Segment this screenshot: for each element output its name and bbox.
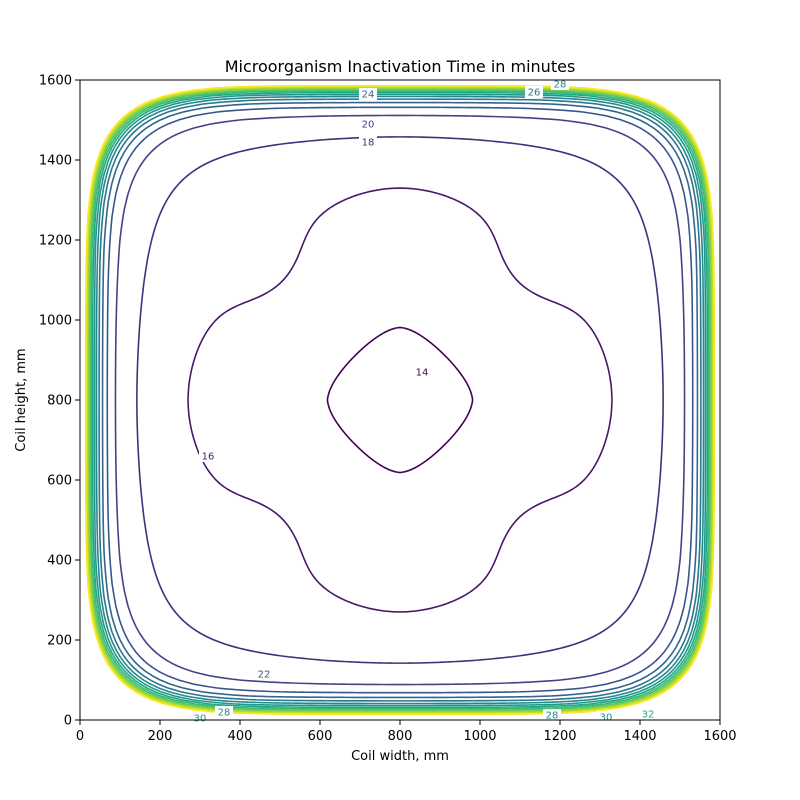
contour-label: 20 [362, 120, 375, 131]
y-axis-label: Coil height, mm [14, 348, 29, 451]
contour-level-26 [98, 98, 702, 702]
contour-label-bg [413, 366, 431, 378]
contour-level-22 [106, 106, 694, 694]
contour-level-40 [86, 86, 714, 714]
contour-label: 30 [600, 712, 613, 723]
contour-label: 18 [362, 138, 375, 149]
contour-label-bg [359, 88, 377, 100]
y-tick-label: 800 [47, 394, 72, 409]
contour-label: 22 [258, 670, 271, 681]
contour-label: 24 [362, 90, 375, 101]
y-tick-label: 400 [47, 554, 72, 569]
contour-label: 32 [642, 710, 655, 721]
x-axis: 0 200 400 600 800 1000 1200 1400 1600 [76, 720, 737, 744]
contour-label-bg [359, 118, 377, 130]
contour-level-28 [95, 95, 705, 705]
contour-label: 28 [546, 711, 559, 722]
y-axis: 0 200 400 600 800 1000 1200 1400 1600 [39, 74, 80, 729]
y-tick-label: 200 [47, 634, 72, 649]
x-tick-label: 200 [148, 729, 173, 744]
contour-label-bg [199, 450, 217, 462]
contour-label: 16 [202, 452, 215, 463]
contour-label: 14 [416, 368, 429, 379]
contour-level-16 [187, 187, 613, 613]
x-tick-label: 1400 [623, 729, 656, 744]
contour-label: 28 [218, 708, 231, 719]
contour-label-bg [359, 136, 377, 148]
contour-label-bg [639, 708, 657, 720]
contour-level-30 [93, 93, 707, 707]
x-tick-label: 0 [76, 729, 84, 744]
y-tick-label: 0 [64, 714, 72, 729]
y-tick-label: 1200 [39, 234, 72, 249]
contour-label: 30 [194, 714, 207, 725]
contour-label-bg [525, 86, 543, 98]
contour-label-bg [191, 712, 209, 724]
y-tick-label: 600 [47, 474, 72, 489]
contour-level-34 [90, 90, 710, 710]
contour-label: 26 [528, 88, 541, 99]
contour-level-18 [136, 136, 664, 664]
contour-label-bg [551, 78, 569, 90]
x-tick-label: 1600 [703, 729, 736, 744]
contour-label: 28 [554, 80, 567, 91]
x-tick-label: 400 [228, 729, 253, 744]
contour-lines [84, 84, 716, 716]
contour-label-bg [215, 706, 233, 718]
contour-level-14 [326, 326, 474, 474]
y-tick-label: 1400 [39, 154, 72, 169]
x-axis-label: Coil width, mm [351, 749, 449, 764]
y-tick-label: 1600 [39, 74, 72, 89]
contour-level-20 [114, 114, 686, 686]
y-tick-label: 1000 [39, 314, 72, 329]
chart-title: Microorganism Inactivation Time in minut… [225, 57, 576, 76]
x-tick-label: 1200 [543, 729, 576, 744]
contour-label-bg [255, 668, 273, 680]
contour-level-24 [101, 101, 699, 699]
x-tick-label: 1000 [463, 729, 496, 744]
x-tick-label: 600 [308, 729, 333, 744]
x-tick-label: 800 [388, 729, 413, 744]
contour-level-38 [87, 87, 713, 713]
contour-label-bg [543, 709, 561, 722]
contour-level-32 [91, 91, 709, 709]
